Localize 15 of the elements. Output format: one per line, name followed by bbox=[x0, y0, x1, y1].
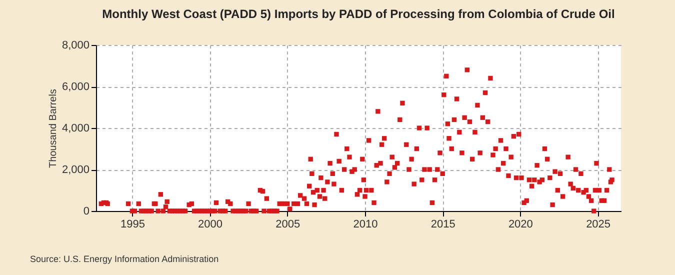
x-tick-label: 2015 bbox=[430, 218, 456, 230]
y-tick-label: 8,000 bbox=[62, 40, 90, 52]
x-tick-label: 2025 bbox=[586, 218, 611, 230]
y-tick-label: 0 bbox=[83, 206, 90, 218]
y-tick-label: 6,000 bbox=[62, 81, 90, 93]
x-tick-label: 2000 bbox=[198, 218, 223, 230]
source-note: Source: U.S. Energy Information Administration bbox=[30, 254, 219, 264]
chart-title: Monthly West Coast (PADD 5) Imports by PADD of Processing from Colombia of Crude Oil bbox=[102, 7, 615, 21]
x-tick-label: 2020 bbox=[508, 218, 533, 230]
y-axis-title: Thousand Barrels bbox=[48, 89, 59, 168]
y-tick-label: 4,000 bbox=[62, 122, 90, 134]
x-tick-label: 1995 bbox=[120, 218, 145, 230]
y-tick-label: 2,000 bbox=[62, 164, 90, 176]
x-tick-label: 2005 bbox=[276, 218, 300, 230]
x-tick-label: 2010 bbox=[353, 218, 378, 230]
